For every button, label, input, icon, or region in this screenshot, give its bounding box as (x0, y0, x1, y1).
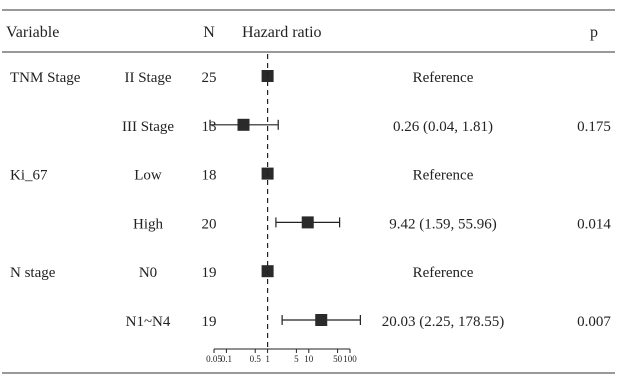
row-level: N1~N4 (126, 314, 171, 330)
header-variable: Variable (6, 24, 59, 41)
header-hazard-ratio: Hazard ratio (242, 24, 322, 41)
row-p-value: 0.007 (577, 314, 611, 330)
row-hr-label: 0.26 (0.04, 1.81) (393, 119, 493, 135)
row-n: 18 (202, 168, 217, 184)
row-hr-label: 9.42 (1.59, 55.96) (389, 216, 497, 232)
row-hr-label: Reference (413, 168, 474, 184)
x-tick-label: 0.5 (250, 354, 262, 364)
header-n: N (203, 24, 215, 41)
row-n: 19 (202, 314, 217, 330)
table-rows: TNM Stage II Stage 25 Reference III Stage 13 0… (10, 70, 611, 330)
point-estimate (237, 118, 250, 131)
x-tick-label: 0.1 (221, 354, 232, 364)
point-estimate (315, 314, 328, 326)
row-p-value: 0.175 (577, 119, 611, 135)
row-hr-label: 20.03 (2.25, 178.55) (382, 314, 505, 330)
row-level: II Stage (124, 70, 171, 86)
row-n: 20 (202, 216, 217, 232)
row-variable: N stage (10, 265, 56, 281)
x-tick-label: 100 (343, 354, 357, 364)
row-hr-label: Reference (413, 265, 474, 281)
row-level: Low (134, 168, 162, 184)
row-variable: Ki_67 (10, 168, 48, 184)
x-tick-label: 5 (294, 354, 299, 364)
x-axis: 0.050.1 0.5 1 5 10 50 100 (206, 348, 357, 364)
header-p: p (590, 24, 598, 41)
x-tick-label: 0.05 (206, 354, 222, 364)
row-level: N0 (139, 265, 157, 281)
row-n: 25 (202, 70, 217, 86)
row-variable: TNM Stage (10, 70, 81, 86)
row-n: 13 (202, 119, 217, 135)
point-estimate (301, 216, 314, 229)
row-n: 19 (202, 265, 217, 281)
row-level: High (133, 216, 164, 232)
x-tick-label: 50 (333, 354, 343, 364)
row-p-value: 0.014 (577, 216, 611, 232)
x-tick-label: 1 (265, 354, 270, 364)
x-tick-label: 10 (304, 354, 314, 364)
row-hr-label: Reference (413, 70, 474, 86)
row-level: III Stage (122, 119, 174, 135)
plot-area (209, 54, 361, 348)
